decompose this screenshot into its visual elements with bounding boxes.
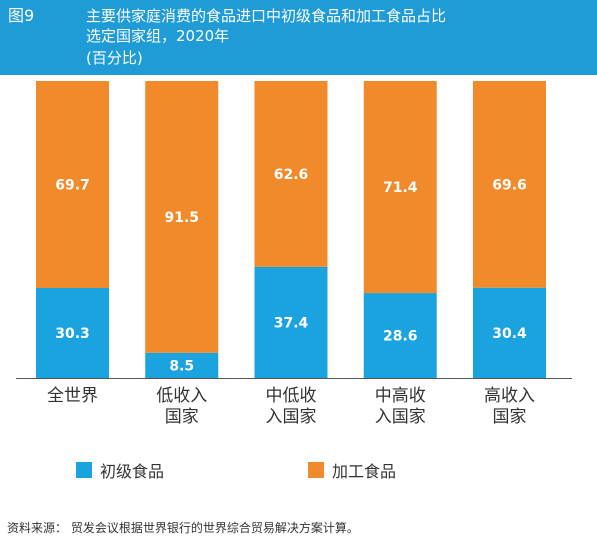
legend-swatch-primary [76, 462, 92, 478]
data-label-processed-3: 71.4 [383, 180, 418, 196]
legend-label-primary: 初级食品 [100, 462, 165, 481]
source-note: 资料来源： 贸发会议根据世界银行的世界综合贸易解决方案计算。 [7, 521, 359, 535]
chart-title: 主要供家庭消费的食品进口中初级食品和加工食品占比 [86, 7, 447, 25]
data-label-primary-2: 37.4 [274, 315, 309, 331]
data-label-primary-1: 8.5 [169, 358, 194, 374]
category-label-4-1: 国家 [493, 407, 527, 427]
stacked-bar-chart: 30.369.7全世界8.591.5低收入国家37.462.6中低收入国家28.… [16, 81, 572, 427]
category-label-3-1: 入国家 [375, 407, 426, 427]
legend-item-primary: 初级食品 [76, 458, 164, 482]
category-label-3-0: 中高收 [375, 386, 426, 406]
data-label-processed-0: 69.7 [55, 178, 90, 194]
bar-primary-3 [363, 293, 437, 378]
chart-subtitle: 选定国家组，2020年 [86, 27, 230, 45]
bar-processed-4 [473, 81, 546, 288]
category-label-4-0: 高收入 [484, 386, 535, 406]
chart-header: 图9 主要供家庭消费的食品进口中初级食品和加工食品占比 选定国家组，2020年 … [0, 0, 597, 75]
bar-primary-0 [36, 288, 109, 378]
legend-item-processed: 加工食品 [308, 458, 396, 482]
category-label-2-1: 入国家 [266, 407, 317, 427]
legend-label-processed: 加工食品 [332, 462, 397, 481]
category-label-2-0: 中低收 [266, 386, 317, 406]
data-label-primary-4: 30.4 [492, 326, 527, 342]
bar-primary-4 [473, 287, 546, 378]
category-label-0-0: 全世界 [47, 386, 98, 406]
bar-processed-2 [254, 81, 328, 267]
data-label-processed-4: 69.6 [492, 177, 527, 193]
figure-label: 图9 [8, 6, 35, 25]
data-label-primary-3: 28.6 [383, 329, 418, 345]
chart-unit: (百分比) [86, 49, 143, 67]
bar-primary-1 [145, 352, 219, 378]
data-label-primary-0: 30.3 [55, 326, 90, 342]
category-label-1-0: 低收入 [156, 386, 207, 406]
bar-processed-1 [145, 81, 219, 353]
data-label-processed-1: 91.5 [164, 210, 199, 226]
bar-processed-0 [36, 81, 109, 289]
data-label-processed-2: 62.6 [274, 167, 309, 183]
category-label-1-1: 国家 [165, 407, 199, 427]
bar-processed-3 [363, 81, 437, 294]
bar-primary-2 [254, 266, 328, 378]
legend-swatch-processed [308, 462, 324, 478]
